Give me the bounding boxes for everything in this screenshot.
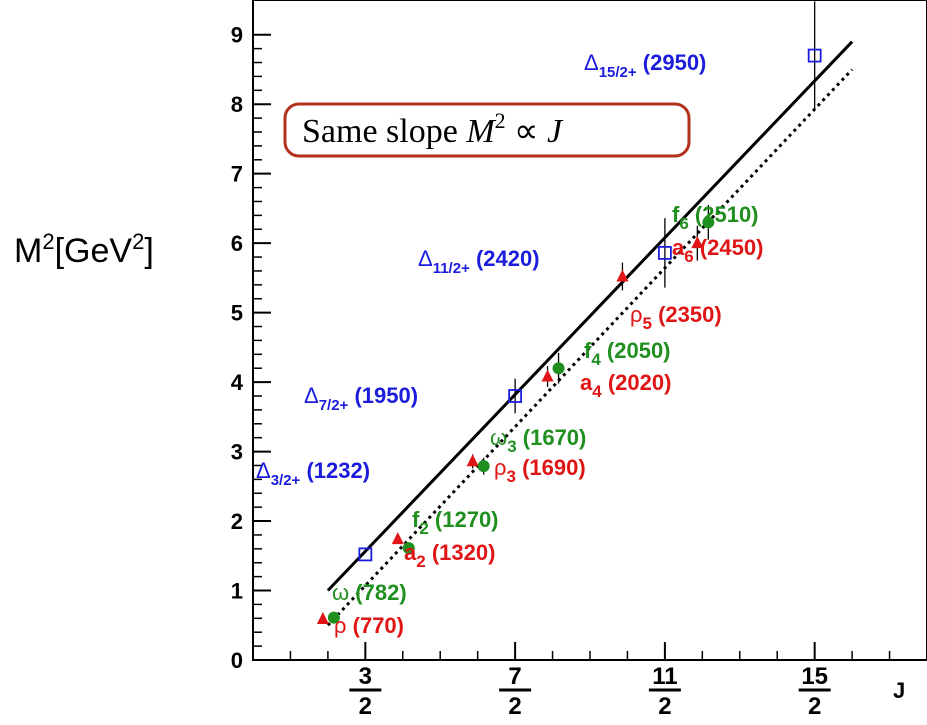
- annotation-box-border: [283, 102, 691, 158]
- point-label: f4 (2050): [584, 338, 671, 369]
- rho-a-marker: [391, 532, 404, 545]
- point-label: ω3 (1670): [490, 425, 586, 456]
- delta-marker: [358, 547, 373, 562]
- rho-a-marker: [541, 369, 554, 382]
- rho-a-marker: [691, 236, 704, 249]
- x-tick-denominator: 2: [359, 693, 372, 720]
- x-tick-numerator: 11: [652, 663, 677, 690]
- y-tick-label: 2: [231, 509, 243, 534]
- point-label: Δ3/2+ (1232): [256, 458, 370, 489]
- point-label: f2 (1270): [412, 507, 499, 538]
- point-label: a4 (2020): [580, 370, 671, 401]
- axis-ticks: 0 1 2 3 4 5 6 7 8 9 3 2 7 2 11 2 15 2: [231, 23, 891, 720]
- meson-fit-line: [326, 68, 854, 627]
- rho-a-marker: [466, 454, 479, 467]
- point-label: Δ11/2+ (2420): [418, 246, 540, 277]
- omega-f-marker: [552, 362, 565, 375]
- x-axis-label: J: [893, 678, 905, 703]
- annotation-box: Same slope M2 ∝ J: [283, 102, 691, 158]
- point-labels: Δ3/2+ (1232) Δ7/2+ (1950) Δ11/2+ (2420) Δ15…: [256, 50, 763, 638]
- y-tick-label: 3: [231, 440, 243, 465]
- y-axis-label: M2[GeV2]: [14, 229, 154, 270]
- y-tick-label: 0: [231, 648, 243, 673]
- omega-f-marker: [702, 216, 715, 229]
- rho-a-marker: [616, 269, 629, 282]
- point-label: a2 (1320): [404, 540, 495, 571]
- rho-a-marker: [316, 612, 329, 625]
- baryon-fit-line: [326, 40, 854, 592]
- x-tick-denominator: 2: [808, 693, 821, 720]
- x-tick-numerator: 3: [359, 663, 372, 690]
- point-label: f6 (2510): [672, 202, 759, 233]
- fit-lines: [326, 40, 854, 627]
- x-tick-numerator: 15: [801, 663, 828, 690]
- point-label: Δ7/2+ (1950): [304, 383, 418, 414]
- data-markers: [316, 48, 822, 625]
- delta-marker: [657, 245, 672, 260]
- point-label: ω (782): [332, 580, 407, 605]
- x-tick-denominator: 2: [508, 693, 521, 720]
- omega-f-marker: [402, 542, 415, 555]
- omega-f-marker: [327, 611, 340, 624]
- y-tick-label: 5: [231, 301, 243, 326]
- point-label: a6 (2450): [672, 235, 763, 266]
- annotation-box-text: Same slope M2 ∝ J: [302, 108, 564, 150]
- point-label: Δ15/2+ (2950): [584, 50, 706, 81]
- delta-marker: [807, 48, 822, 63]
- y-tick-label: 8: [231, 92, 243, 117]
- x-tick-denominator: 2: [658, 693, 671, 720]
- y-tick-label: 9: [231, 23, 243, 48]
- point-label: ρ5 (2350): [630, 302, 722, 333]
- x-tick-numerator: 7: [508, 663, 521, 690]
- y-tick-label: 7: [231, 162, 243, 187]
- point-label: ρ3 (1690): [494, 455, 586, 486]
- y-tick-label: 1: [231, 579, 243, 604]
- delta-marker: [508, 389, 523, 403]
- y-tick-label: 4: [231, 370, 244, 395]
- y-tick-label: 6: [231, 231, 243, 256]
- omega-f-marker: [477, 460, 490, 473]
- point-label: ρ (770): [334, 613, 404, 638]
